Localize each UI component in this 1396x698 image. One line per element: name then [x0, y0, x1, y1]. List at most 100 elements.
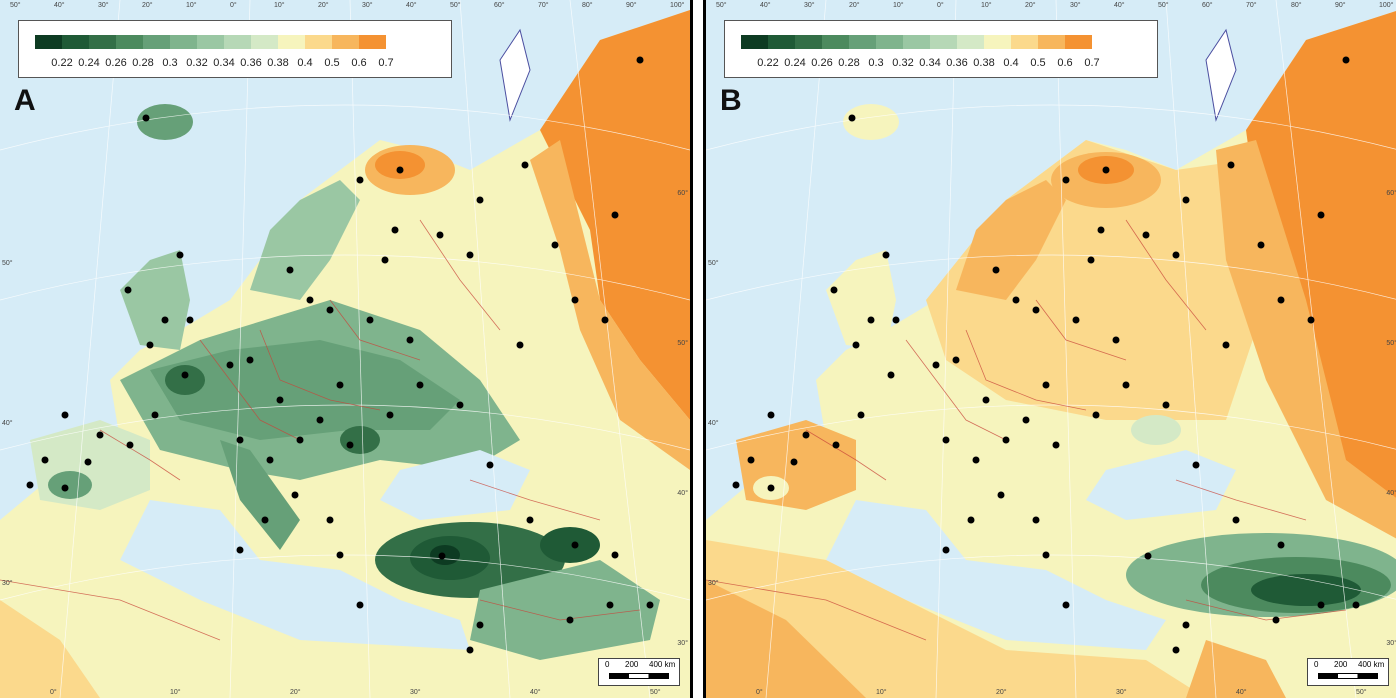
- legend-tick-label: 0.28: [132, 57, 154, 69]
- graticule-label-top: 30°: [362, 2, 373, 9]
- legend-swatch: [305, 35, 332, 49]
- scale-max: 400 km: [1358, 660, 1385, 669]
- legend-swatch: [984, 35, 1011, 49]
- graticule-label-right: 60°: [1386, 190, 1396, 197]
- legend-ticks: 0.22 0.24 0.26 0.28 0.3 0.32 0.34 0.36 0.38 0.4 0.…: [35, 57, 435, 71]
- legend-swatches: [35, 35, 386, 49]
- graticule-label-bottom: 40°: [530, 689, 541, 696]
- graticule-label-top: 30°: [98, 2, 109, 9]
- europe-map-a: [0, 0, 690, 698]
- scale-zero: 0: [605, 660, 610, 669]
- legend-tick-label: 0.4: [297, 57, 313, 69]
- graticule-label-top: 50°: [10, 2, 21, 9]
- graticule-label-bottom: 50°: [650, 689, 661, 696]
- graticule-label-bottom: 20°: [996, 689, 1007, 696]
- scale-bar-graphic: [609, 673, 669, 679]
- legend-swatch: [197, 35, 224, 49]
- graticule-label-top: 70°: [1246, 2, 1257, 9]
- graticule-label-top: 100°: [670, 2, 685, 9]
- legend-tick-label: 0.24: [78, 57, 100, 69]
- legend-ticks: 0.22 0.24 0.26 0.28 0.3 0.32 0.34 0.36 0.38 0.4 0.…: [741, 57, 1141, 71]
- panel-label-a: A: [14, 84, 36, 117]
- legend-swatch: [903, 35, 930, 49]
- scale-zero: 0: [1314, 660, 1319, 669]
- legend-swatch: [822, 35, 849, 49]
- color-legend-b: 0.22 0.24 0.26 0.28 0.3 0.32 0.34 0.36 0.38 0.4 0.…: [724, 20, 1158, 78]
- graticule-label-bottom: 30°: [410, 689, 421, 696]
- graticule-label-bottom: 10°: [876, 689, 887, 696]
- scale-mid: 200: [625, 660, 639, 669]
- graticule-label-top: 0°: [230, 2, 237, 9]
- scale-bar-graphic: [1318, 673, 1378, 679]
- legend-swatch: [170, 35, 197, 49]
- legend-tick-label: 0.32: [186, 57, 208, 69]
- legend-tick-label: 0.3: [868, 57, 884, 69]
- graticule-label-top: 30°: [804, 2, 815, 9]
- legend-swatch: [359, 35, 386, 49]
- legend-swatch: [1065, 35, 1092, 49]
- graticule-label-top: 10°: [893, 2, 904, 9]
- graticule-label-left: 50°: [708, 260, 719, 267]
- graticule-label-bottom: 50°: [1356, 689, 1367, 696]
- graticule-label-right: 40°: [677, 490, 688, 497]
- legend-tick-label: 0.5: [1030, 57, 1046, 69]
- legend-swatch: [116, 35, 143, 49]
- map-panel-a: 0.22 0.24 0.26 0.28 0.3 0.32 0.34 0.36 0.38 0.4 0.…: [0, 0, 693, 698]
- legend-tick-label: 0.34: [919, 57, 941, 69]
- graticule-label-left: 40°: [708, 420, 719, 427]
- legend-tick-label: 0.3: [162, 57, 178, 69]
- legend-swatch: [35, 35, 62, 49]
- graticule-label-top: 50°: [716, 2, 727, 9]
- scale-mid: 200: [1334, 660, 1348, 669]
- legend-swatch: [278, 35, 305, 49]
- graticule-label-bottom: 40°: [1236, 689, 1247, 696]
- graticule-label-right: 60°: [677, 190, 688, 197]
- graticule-label-top: 70°: [538, 2, 549, 9]
- graticule-label-top: 50°: [450, 2, 461, 9]
- legend-swatch: [795, 35, 822, 49]
- scale-bar-a: 0 200 400 km: [598, 658, 680, 686]
- legend-swatches: [741, 35, 1092, 49]
- legend-tick-label: 0.36: [240, 57, 262, 69]
- legend-tick-label: 0.34: [213, 57, 235, 69]
- graticule-label-left: 50°: [2, 260, 13, 267]
- color-legend-a: 0.22 0.24 0.26 0.28 0.3 0.32 0.34 0.36 0.38 0.4 0.…: [18, 20, 452, 78]
- graticule-label-top: 80°: [1291, 2, 1302, 9]
- legend-tick-label: 0.26: [105, 57, 127, 69]
- legend-swatch: [741, 35, 768, 49]
- legend-swatch: [930, 35, 957, 49]
- graticule-label-top: 10°: [186, 2, 197, 9]
- legend-swatch: [251, 35, 278, 49]
- legend-swatch: [143, 35, 170, 49]
- graticule-label-top: 60°: [494, 2, 505, 9]
- legend-tick-label: 0.7: [378, 57, 394, 69]
- graticule-label-bottom: 10°: [170, 689, 181, 696]
- legend-swatch: [332, 35, 359, 49]
- graticule-label-top: 10°: [981, 2, 992, 9]
- legend-tick-label: 0.38: [973, 57, 995, 69]
- legend-tick-label: 0.24: [784, 57, 806, 69]
- legend-swatch: [876, 35, 903, 49]
- graticule-label-top: 50°: [1158, 2, 1169, 9]
- legend-swatch: [1038, 35, 1065, 49]
- graticule-label-top: 40°: [54, 2, 65, 9]
- graticule-label-bottom: 30°: [1116, 689, 1127, 696]
- legend-tick-label: 0.28: [838, 57, 860, 69]
- graticule-label-top: 90°: [626, 2, 637, 9]
- legend-swatch: [768, 35, 795, 49]
- legend-tick-label: 0.7: [1084, 57, 1100, 69]
- graticule-label-right: 50°: [1386, 340, 1396, 347]
- legend-tick-label: 0.5: [324, 57, 340, 69]
- graticule-label-left: 30°: [2, 580, 13, 587]
- scale-bar-b: 0 200 400 km: [1307, 658, 1389, 686]
- graticule-label-top: 20°: [1025, 2, 1036, 9]
- graticule-label-top: 40°: [760, 2, 771, 9]
- legend-swatch: [1011, 35, 1038, 49]
- graticule-label-right: 40°: [1386, 490, 1396, 497]
- graticule-label-bottom: 0°: [50, 689, 57, 696]
- legend-tick-label: 0.6: [351, 57, 367, 69]
- graticule-label-right: 50°: [677, 340, 688, 347]
- scale-max: 400 km: [649, 660, 676, 669]
- legend-tick-label: 0.4: [1003, 57, 1019, 69]
- legend-swatch: [62, 35, 89, 49]
